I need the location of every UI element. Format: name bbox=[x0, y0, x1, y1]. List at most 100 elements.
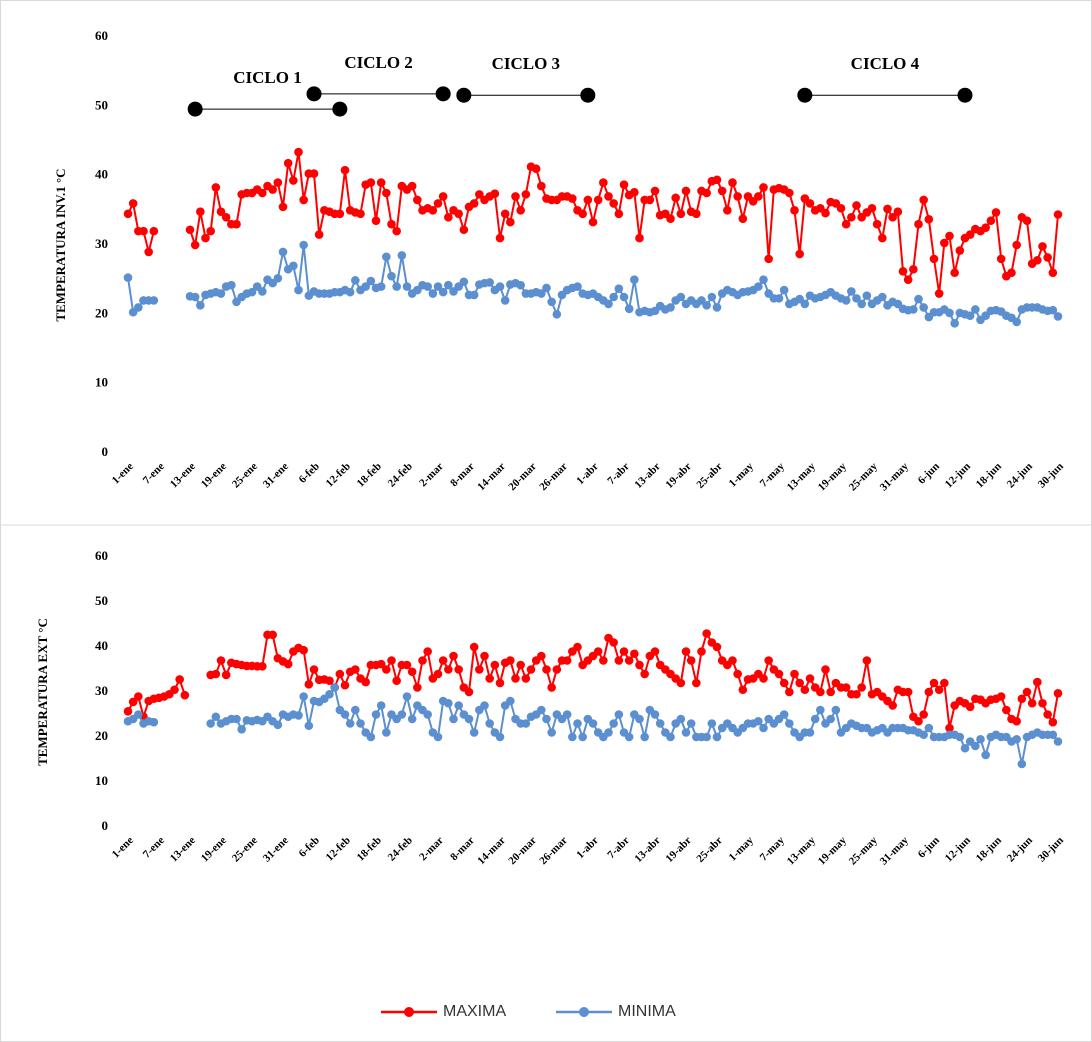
data-point bbox=[216, 207, 226, 217]
data-point bbox=[635, 233, 644, 243]
data-point bbox=[392, 676, 401, 686]
data-point bbox=[733, 669, 742, 679]
data-point bbox=[139, 226, 148, 236]
data-point bbox=[325, 689, 334, 699]
data-point bbox=[573, 719, 582, 728]
data-point bbox=[309, 665, 319, 674]
data-point bbox=[227, 280, 236, 290]
data-point bbox=[490, 660, 500, 670]
data-point bbox=[500, 209, 510, 219]
data-point bbox=[878, 292, 887, 302]
legend-label: MAXIMA bbox=[443, 1003, 506, 1020]
data-point bbox=[573, 282, 582, 291]
data-point bbox=[805, 199, 815, 208]
data-point bbox=[593, 195, 603, 205]
data-point bbox=[588, 217, 598, 227]
data-point bbox=[991, 208, 1001, 217]
data-point bbox=[919, 303, 928, 312]
data-point bbox=[640, 732, 649, 742]
data-point bbox=[392, 226, 401, 236]
data-point bbox=[464, 714, 474, 724]
data-point bbox=[805, 674, 815, 683]
data-point bbox=[480, 701, 489, 710]
data-point bbox=[433, 732, 443, 742]
data-point bbox=[717, 186, 727, 196]
data-point bbox=[552, 310, 562, 319]
data-point bbox=[304, 721, 314, 731]
data-point bbox=[211, 183, 221, 192]
data-point bbox=[542, 665, 551, 674]
data-point bbox=[134, 710, 143, 719]
data-point bbox=[1053, 312, 1063, 321]
data-point bbox=[185, 225, 195, 235]
data-point bbox=[599, 178, 608, 187]
data-point bbox=[469, 642, 479, 652]
data-point bbox=[382, 728, 391, 737]
data-point bbox=[841, 683, 851, 692]
data-point bbox=[413, 195, 422, 205]
data-point bbox=[940, 678, 949, 688]
data-point bbox=[299, 645, 308, 655]
data-point bbox=[867, 203, 877, 213]
data-point bbox=[304, 680, 314, 689]
data-point bbox=[996, 254, 1006, 264]
data-point bbox=[216, 656, 226, 665]
data-point bbox=[619, 180, 629, 189]
data-point bbox=[232, 219, 241, 229]
data-point bbox=[495, 233, 505, 243]
data-point bbox=[578, 209, 587, 219]
data-point bbox=[945, 231, 954, 241]
cycle-label: CICLO 3 bbox=[492, 54, 560, 73]
data-point bbox=[707, 719, 717, 728]
data-point bbox=[686, 656, 696, 665]
data-point bbox=[247, 287, 257, 297]
data-point bbox=[847, 287, 856, 296]
cycle-end bbox=[435, 86, 451, 102]
y-tick-label: 60 bbox=[95, 28, 108, 43]
data-point bbox=[919, 195, 928, 205]
data-point bbox=[914, 294, 923, 304]
data-point bbox=[671, 193, 680, 203]
data-point bbox=[929, 254, 939, 264]
data-point bbox=[981, 750, 990, 760]
data-point bbox=[599, 656, 608, 665]
data-point bbox=[686, 719, 696, 728]
data-point bbox=[619, 292, 629, 302]
data-point bbox=[893, 207, 903, 217]
data-point bbox=[1038, 698, 1047, 708]
data-point bbox=[609, 719, 618, 728]
data-point bbox=[965, 230, 975, 239]
data-point bbox=[857, 683, 866, 692]
data-point bbox=[382, 252, 391, 262]
data-point bbox=[909, 305, 918, 314]
data-point bbox=[283, 158, 293, 168]
cycle-start bbox=[187, 101, 203, 117]
data-point bbox=[170, 685, 179, 695]
data-point bbox=[676, 678, 686, 688]
data-point bbox=[376, 659, 386, 669]
data-point bbox=[650, 647, 660, 656]
data-point bbox=[707, 292, 717, 302]
data-point bbox=[785, 188, 794, 198]
data-point bbox=[676, 714, 686, 724]
data-point bbox=[604, 192, 613, 201]
data-point bbox=[805, 728, 815, 737]
data-point bbox=[294, 711, 303, 720]
data-point bbox=[340, 680, 350, 690]
data-point bbox=[180, 690, 190, 700]
data-point bbox=[738, 214, 748, 223]
data-point bbox=[144, 247, 153, 257]
data-point bbox=[1027, 698, 1037, 708]
data-point bbox=[1012, 734, 1021, 744]
data-point bbox=[123, 707, 133, 716]
data-point bbox=[413, 683, 422, 692]
data-point bbox=[351, 705, 360, 715]
data-point bbox=[666, 732, 675, 742]
data-point bbox=[221, 670, 231, 680]
data-point bbox=[650, 186, 660, 196]
data-point bbox=[366, 276, 376, 286]
data-point bbox=[190, 240, 200, 250]
data-point bbox=[134, 303, 143, 312]
data-point bbox=[345, 719, 355, 728]
data-point bbox=[945, 308, 954, 318]
